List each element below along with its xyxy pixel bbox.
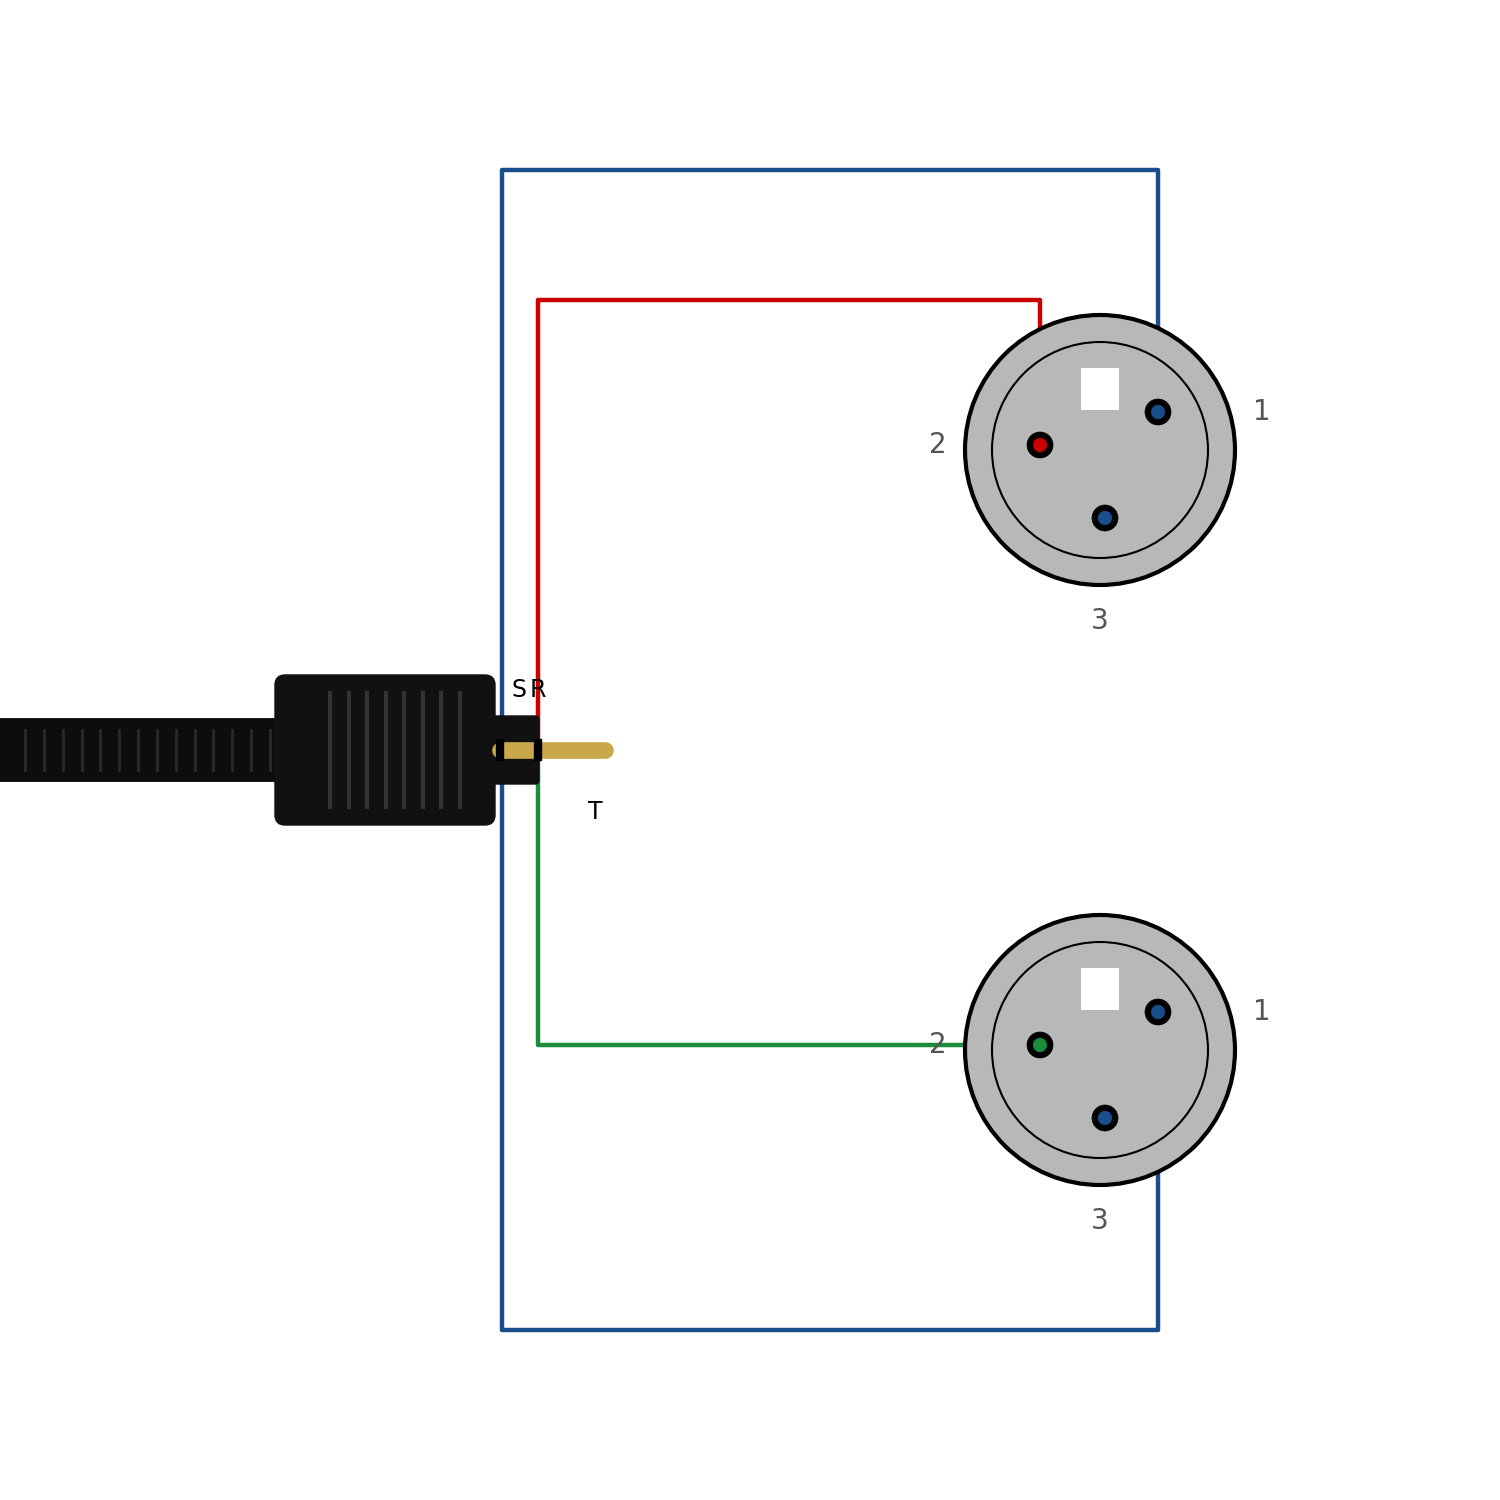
Text: 2: 2 bbox=[930, 430, 946, 459]
Circle shape bbox=[1144, 999, 1172, 1024]
Circle shape bbox=[1098, 512, 1112, 525]
Circle shape bbox=[1150, 1005, 1166, 1019]
Circle shape bbox=[1028, 1032, 1053, 1058]
Text: 3: 3 bbox=[1090, 1208, 1108, 1234]
Circle shape bbox=[1150, 405, 1166, 418]
Circle shape bbox=[992, 942, 1208, 1158]
Circle shape bbox=[1092, 506, 1118, 531]
FancyBboxPatch shape bbox=[274, 675, 495, 825]
Text: S: S bbox=[512, 678, 526, 702]
Text: 3: 3 bbox=[1090, 608, 1108, 634]
Circle shape bbox=[992, 342, 1208, 558]
Circle shape bbox=[1028, 432, 1053, 457]
Circle shape bbox=[964, 315, 1234, 585]
Circle shape bbox=[1034, 438, 1047, 452]
Circle shape bbox=[1034, 1038, 1047, 1052]
Text: 2: 2 bbox=[930, 1030, 946, 1059]
Text: T: T bbox=[588, 800, 603, 824]
Circle shape bbox=[1092, 1106, 1118, 1131]
Text: R: R bbox=[530, 678, 546, 702]
Circle shape bbox=[964, 915, 1234, 1185]
FancyBboxPatch shape bbox=[482, 716, 538, 784]
Circle shape bbox=[1098, 1112, 1112, 1125]
Bar bbox=[1082, 968, 1119, 1010]
Circle shape bbox=[1144, 399, 1172, 424]
Bar bbox=[1082, 368, 1119, 410]
Text: 1: 1 bbox=[1252, 998, 1270, 1026]
Text: 1: 1 bbox=[1252, 398, 1270, 426]
